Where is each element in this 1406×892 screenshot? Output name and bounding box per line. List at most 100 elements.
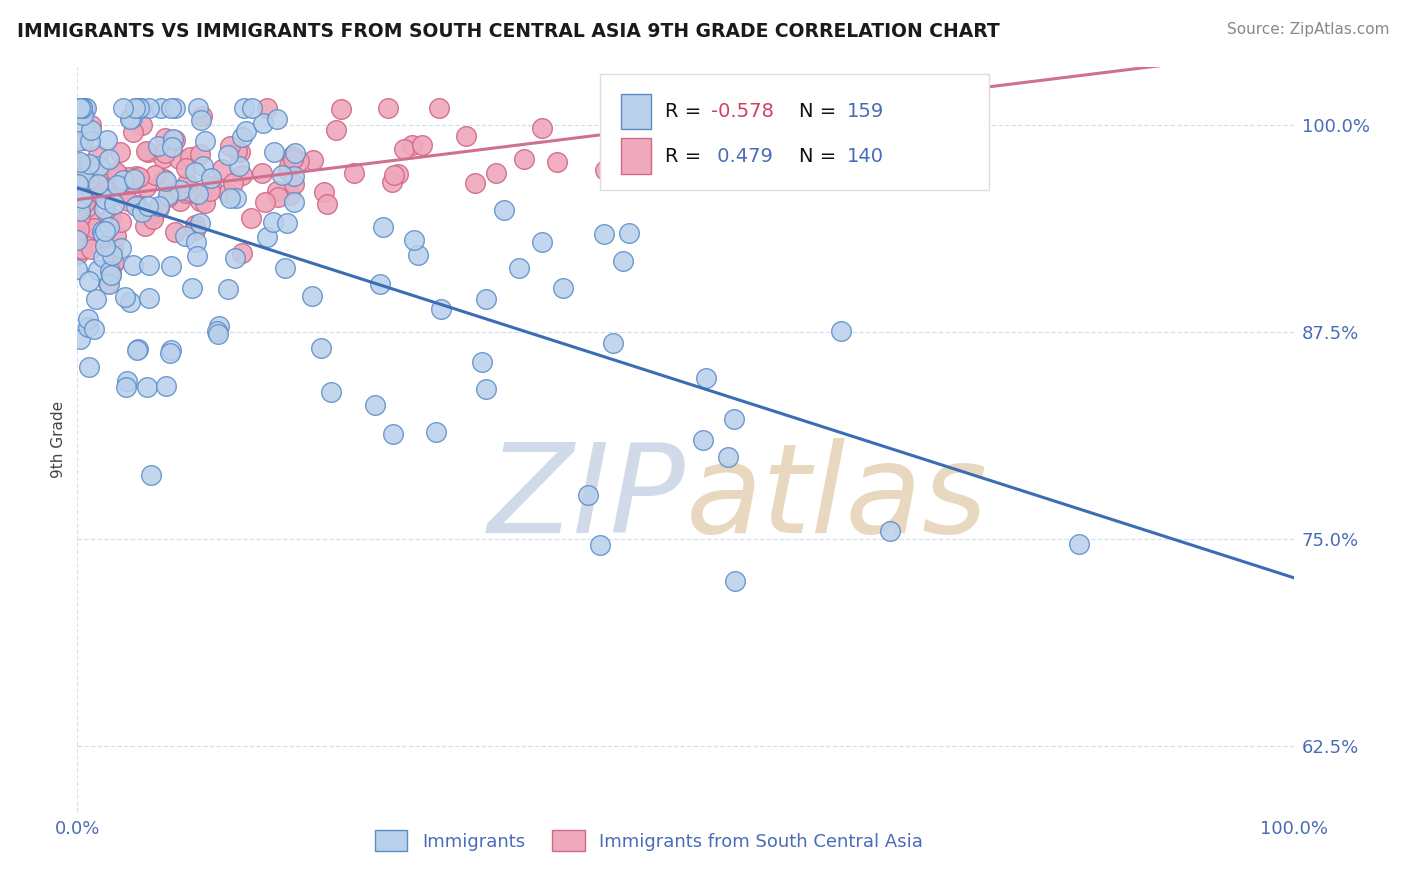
Point: [128, 101, 150, 115]
Point: [103, 196, 125, 211]
Point: [474, 382, 496, 396]
Point: [176, 161, 198, 175]
Point: [107, 169, 129, 183]
Point: [619, 226, 641, 240]
Point: [1067, 536, 1090, 550]
Point: [69, 333, 91, 347]
Point: [80, 118, 103, 132]
Point: [330, 102, 353, 116]
Point: [783, 101, 806, 115]
Point: [66, 161, 89, 175]
Point: [283, 145, 305, 160]
Point: [70, 101, 93, 115]
Point: [77, 360, 100, 375]
Point: [879, 524, 901, 538]
Point: [100, 268, 122, 282]
Point: [321, 385, 343, 400]
Point: [208, 319, 231, 334]
Point: [240, 101, 263, 115]
Point: [262, 215, 284, 229]
Point: [142, 211, 165, 226]
Point: [364, 398, 387, 412]
Point: [250, 166, 273, 180]
Point: [377, 101, 399, 115]
Point: [283, 169, 305, 184]
Text: atlas: atlas: [686, 438, 987, 559]
Legend: Immigrants, Immigrants from South Central Asia: Immigrants, Immigrants from South Centra…: [375, 830, 922, 851]
Point: [70, 191, 93, 205]
Point: [67, 177, 90, 191]
Point: [160, 140, 183, 154]
Point: [225, 191, 247, 205]
Point: [100, 267, 122, 281]
Point: [184, 223, 207, 237]
Point: [188, 194, 211, 209]
Point: [115, 380, 138, 394]
Point: [114, 289, 136, 303]
Point: [174, 228, 197, 243]
Point: [200, 171, 222, 186]
Point: [612, 253, 634, 268]
Point: [381, 426, 404, 441]
Point: [593, 227, 616, 242]
Point: [125, 101, 148, 115]
Point: [103, 255, 125, 269]
Point: [281, 152, 304, 166]
Point: [456, 128, 478, 143]
Point: [371, 220, 394, 235]
Point: [97, 170, 120, 185]
Point: [274, 261, 297, 276]
Point: [179, 150, 201, 164]
Point: [148, 139, 170, 153]
Point: [67, 221, 90, 235]
Point: [94, 239, 117, 253]
Point: [302, 153, 325, 167]
Point: [470, 355, 492, 369]
Point: [176, 176, 198, 190]
Point: [91, 251, 114, 265]
Bar: [621, 94, 651, 129]
Point: [87, 160, 110, 174]
Point: [67, 194, 90, 208]
Point: [80, 189, 103, 203]
Point: [222, 176, 245, 190]
Point: [69, 101, 91, 115]
Point: [97, 220, 120, 235]
Point: [315, 197, 337, 211]
Point: [183, 164, 205, 178]
Point: [66, 202, 89, 217]
Point: [67, 199, 90, 213]
Point: [66, 212, 89, 227]
Point: [91, 227, 114, 241]
Bar: [621, 138, 651, 174]
Point: [219, 139, 242, 153]
Point: [401, 138, 423, 153]
Point: [186, 249, 208, 263]
Point: [111, 101, 134, 115]
Point: [67, 101, 90, 115]
Point: [142, 207, 165, 221]
Point: [97, 152, 120, 166]
Point: [98, 191, 121, 205]
Point: [101, 240, 124, 254]
Point: [188, 147, 211, 161]
Point: [155, 174, 177, 188]
Point: [105, 187, 128, 202]
Text: 140: 140: [848, 147, 884, 166]
Point: [200, 179, 222, 194]
Point: [79, 123, 101, 137]
FancyBboxPatch shape: [600, 74, 990, 190]
Point: [127, 343, 149, 357]
Point: [121, 111, 143, 125]
Point: [69, 204, 91, 219]
Point: [125, 169, 148, 184]
Point: [492, 202, 515, 217]
Point: [83, 220, 105, 235]
Point: [69, 169, 91, 183]
Point: [112, 185, 135, 199]
Point: [73, 119, 96, 133]
Point: [100, 210, 122, 224]
Text: Source: ZipAtlas.com: Source: ZipAtlas.com: [1226, 22, 1389, 37]
Point: [76, 311, 98, 326]
Point: [576, 487, 599, 501]
